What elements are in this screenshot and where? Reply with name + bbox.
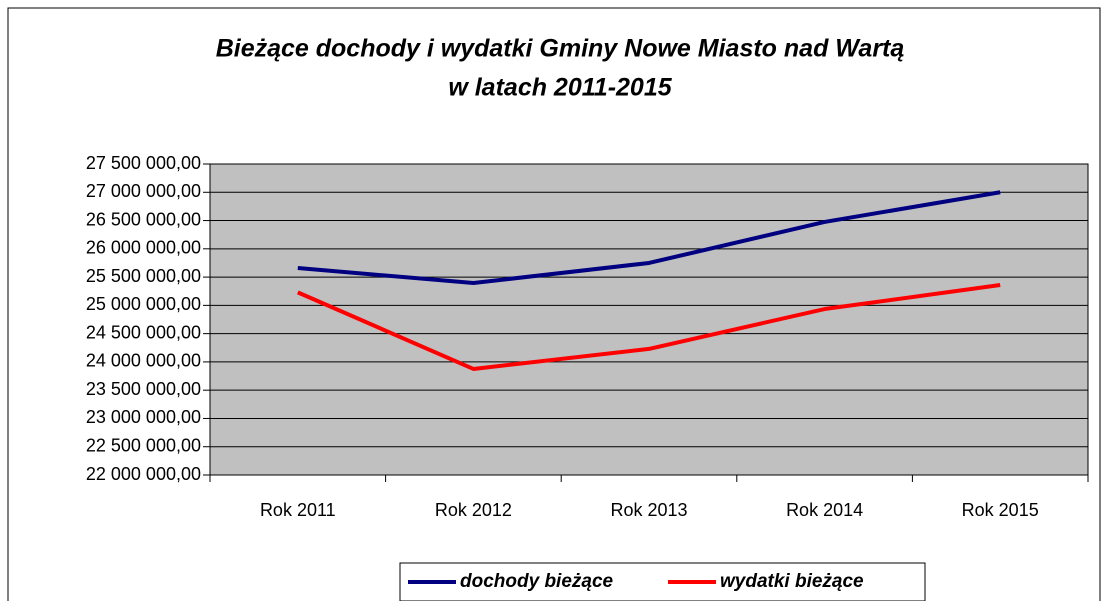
y-tick-label: 24 500 000,00 <box>86 322 201 342</box>
y-tick-label: 22 000 000,00 <box>86 464 201 484</box>
line-series <box>297 283 1001 371</box>
x-tick-label: Rok 2011 <box>260 500 336 520</box>
x-tick-label: Rok 2015 <box>962 500 1039 520</box>
x-tick-label: Rok 2014 <box>786 500 863 520</box>
y-tick-label: 26 500 000,00 <box>86 209 201 229</box>
plot-area <box>209 163 1089 476</box>
y-tick-label: 25 000 000,00 <box>86 294 201 314</box>
chart-frame <box>7 7 1101 601</box>
line-series <box>297 190 1001 286</box>
legend-label: wydatki bieżące <box>720 571 864 592</box>
y-tick-label: 27 500 000,00 <box>86 153 201 173</box>
y-tick-label: 23 000 000,00 <box>86 407 201 427</box>
x-tick-label: Rok 2013 <box>610 500 687 520</box>
y-tick-label: 23 500 000,00 <box>86 379 201 399</box>
y-tick-label: 25 500 000,00 <box>86 266 201 286</box>
x-tick-label: Rok 2012 <box>435 500 512 520</box>
chart-title: Bieżące dochody i wydatki Gminy Nowe Mia… <box>216 35 905 63</box>
y-tick-label: 26 000 000,00 <box>86 238 201 258</box>
y-tick-label: 27 000 000,00 <box>86 181 201 201</box>
legend-label: dochody bieżące <box>460 571 614 592</box>
y-tick-label: 22 500 000,00 <box>86 435 201 455</box>
chart-subtitle: w latach 2011-2015 <box>448 74 672 102</box>
y-tick-label: 24 000 000,00 <box>86 351 201 371</box>
legend-box <box>399 562 926 601</box>
